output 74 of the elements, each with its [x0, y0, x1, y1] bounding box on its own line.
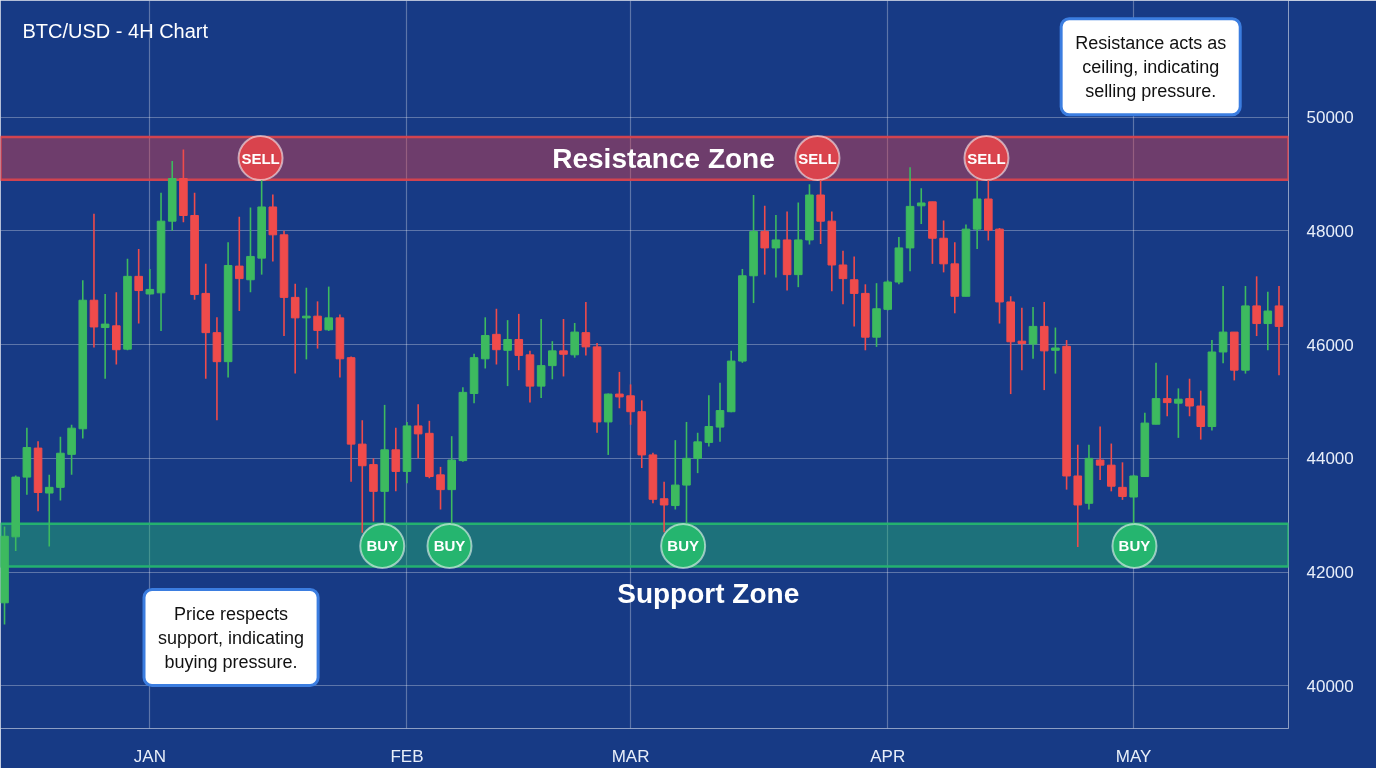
candlestick [548, 340, 557, 381]
candlestick [715, 381, 725, 443]
candlestick [1129, 474, 1138, 524]
candlestick [1162, 374, 1172, 418]
candlestick [1017, 306, 1027, 371]
candlestick [581, 301, 591, 357]
candlestick [671, 439, 680, 511]
candlestick [1196, 389, 1206, 441]
annotation: SELL [241, 149, 280, 167]
candlestick [1095, 425, 1105, 481]
annotation: Resistance acts as ceiling, indicating selling pressure. [1075, 32, 1227, 101]
x-tick-label: MAY [1115, 746, 1152, 766]
y-tick-label: 40000 [1306, 676, 1354, 696]
candlestick [145, 268, 155, 296]
annotation: SELL [798, 149, 837, 167]
annotation: BUY [1118, 537, 1151, 555]
candlestick [1174, 387, 1183, 439]
candlestick [112, 291, 121, 366]
candlestick [100, 293, 110, 380]
candlestick [480, 316, 490, 370]
annotation: Price respects support, indicating buying pressure. [158, 603, 305, 672]
candlestick [436, 466, 445, 511]
candlestick [659, 480, 669, 534]
candlestick [704, 394, 714, 448]
x-tick-label: JAN [133, 746, 166, 766]
candlestick [1185, 377, 1194, 418]
candlestick [559, 318, 568, 378]
candlestick [1028, 306, 1038, 360]
candlestick [357, 419, 367, 534]
candlestick [626, 383, 635, 426]
candlestick [246, 206, 255, 294]
candlestick [1218, 285, 1228, 365]
candlestick [302, 286, 311, 361]
candlestick [1274, 285, 1284, 377]
candlestick [838, 249, 848, 306]
text: BTC/USD - 4H Chart [22, 19, 209, 42]
candlestick [1252, 275, 1261, 337]
candlestick [234, 215, 244, 312]
candlestick [1263, 290, 1273, 352]
candlestick [503, 319, 512, 387]
candlestick [570, 322, 579, 359]
annotation: BUY [366, 537, 399, 555]
candlestick [760, 205, 770, 276]
candlestick [693, 431, 702, 474]
band-label: Support Zone [617, 578, 800, 610]
candlestick [313, 300, 322, 350]
candlestick [536, 318, 546, 399]
candlestick [1051, 326, 1060, 375]
candlestick [849, 255, 859, 328]
candlestick [492, 307, 501, 366]
candlestick [771, 214, 781, 279]
y-tick-label: 50000 [1306, 108, 1354, 128]
candlestick [615, 371, 624, 410]
annotation: SELL [967, 149, 1006, 167]
y-tick-label: 42000 [1306, 563, 1354, 583]
x-tick-label: MAR [611, 746, 650, 766]
annotation: BUY [667, 537, 699, 555]
candlestick [916, 187, 926, 225]
candlestick [324, 285, 334, 332]
y-tick-label: 48000 [1306, 221, 1354, 241]
candlestick [1118, 461, 1127, 501]
candlestick [1107, 442, 1116, 493]
y-tick-label: 44000 [1306, 449, 1354, 469]
candlestick [391, 426, 401, 493]
candlestick [413, 403, 423, 460]
band-label: Resistance Zone [552, 142, 775, 174]
candlestick [290, 282, 300, 375]
y-tick-label: 46000 [1306, 335, 1354, 355]
annotation: BUY [433, 537, 466, 555]
x-tick-label: FEB [390, 746, 424, 766]
candlestick [44, 474, 54, 548]
x-tick-label: APR [870, 746, 906, 766]
candlestick [134, 248, 143, 325]
candlestick [514, 313, 524, 371]
